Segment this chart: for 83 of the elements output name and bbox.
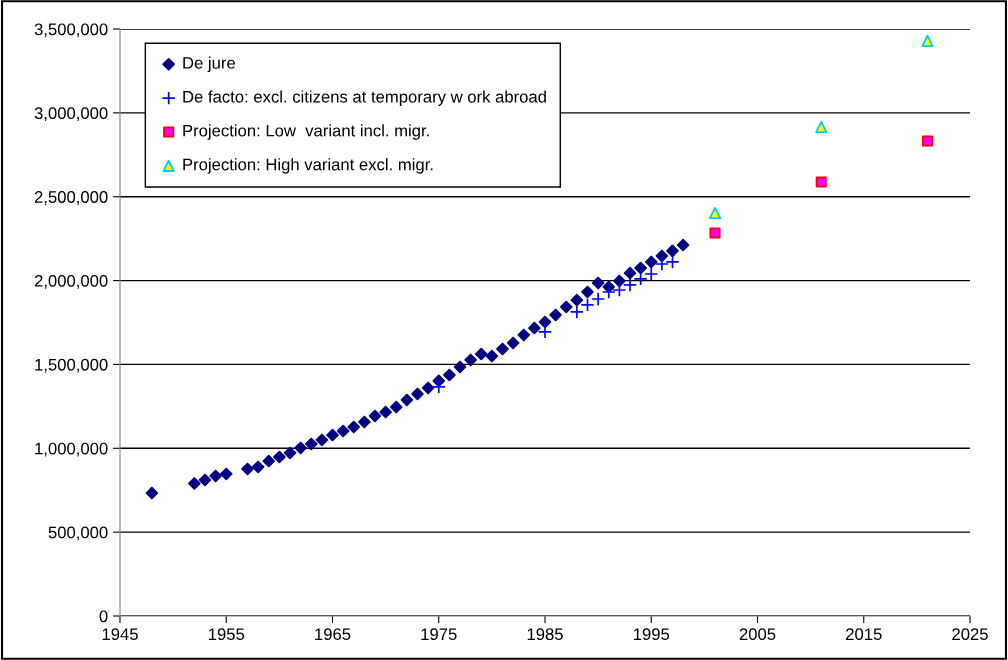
x-tick-label: 1995 <box>633 628 670 641</box>
point <box>623 266 637 280</box>
point <box>400 393 414 407</box>
point <box>622 277 638 292</box>
point <box>921 34 934 47</box>
point <box>538 315 552 329</box>
point <box>273 450 286 464</box>
point <box>358 415 371 429</box>
point <box>294 441 307 455</box>
point <box>411 387 424 401</box>
point <box>644 266 659 282</box>
legend-label: Projection: Low variant incl. migr. <box>183 124 429 140</box>
point <box>613 274 626 288</box>
point <box>474 347 488 361</box>
point <box>304 437 318 451</box>
y-tick-label: 2,000,000 <box>34 274 108 289</box>
point <box>665 254 680 270</box>
point <box>368 409 382 423</box>
y-tick-label: 0 <box>99 610 108 623</box>
point <box>506 336 520 350</box>
point <box>570 293 584 307</box>
point <box>549 308 562 322</box>
point <box>485 349 499 363</box>
point <box>815 120 828 134</box>
y-tick-label: 500,000 <box>48 526 108 541</box>
y-tick-label: 3,000,000 <box>34 107 108 122</box>
point <box>666 244 679 258</box>
point <box>453 360 467 374</box>
point <box>219 467 233 481</box>
point <box>654 256 669 272</box>
point <box>815 176 827 188</box>
legend-label: Projection: High variant excl. migr. <box>183 158 433 174</box>
point <box>145 486 159 500</box>
point <box>709 227 721 239</box>
legend-label: De facto: excl. citizens at temporary w ork abroad <box>183 90 546 106</box>
point <box>389 400 403 414</box>
point <box>251 460 265 474</box>
point <box>569 304 584 319</box>
x-tick-label: 1975 <box>421 628 457 641</box>
point <box>262 454 276 468</box>
point <box>591 276 605 290</box>
point <box>633 271 648 286</box>
point <box>379 405 392 419</box>
point <box>188 477 201 490</box>
point <box>517 328 531 342</box>
x-tick-label: 1945 <box>102 628 138 641</box>
point <box>612 282 627 298</box>
y-tick-label: 2,500,000 <box>34 191 108 205</box>
point <box>336 424 350 438</box>
point <box>528 321 541 335</box>
point <box>347 420 361 434</box>
point <box>443 368 456 382</box>
point <box>580 297 595 312</box>
point <box>676 238 690 252</box>
point <box>708 206 722 220</box>
point <box>464 353 477 367</box>
y-tick-label: 1,000,000 <box>35 442 108 457</box>
point <box>601 284 616 300</box>
point <box>581 285 594 299</box>
point <box>431 379 446 394</box>
x-tick-label: 1985 <box>527 628 563 641</box>
point <box>559 300 573 314</box>
point <box>537 324 553 339</box>
x-tick-label: 1955 <box>208 628 245 641</box>
y-tick-label: 1,500,000 <box>35 358 108 373</box>
point <box>241 462 254 476</box>
point <box>634 261 647 275</box>
point <box>496 342 509 356</box>
point <box>283 446 297 460</box>
legend-label: De jure <box>183 56 235 73</box>
point <box>326 428 339 442</box>
point <box>421 381 435 395</box>
point <box>198 473 212 487</box>
x-tick-label: 2005 <box>739 628 776 641</box>
point <box>209 469 222 483</box>
point <box>644 255 658 269</box>
point <box>315 433 329 447</box>
x-tick-label: 1965 <box>315 628 351 641</box>
x-tick-label: 2025 <box>952 628 988 641</box>
x-tick-label: 2015 <box>846 628 882 641</box>
point <box>921 135 934 147</box>
y-tick-label: 3,500,000 <box>34 23 108 38</box>
point <box>591 291 606 307</box>
